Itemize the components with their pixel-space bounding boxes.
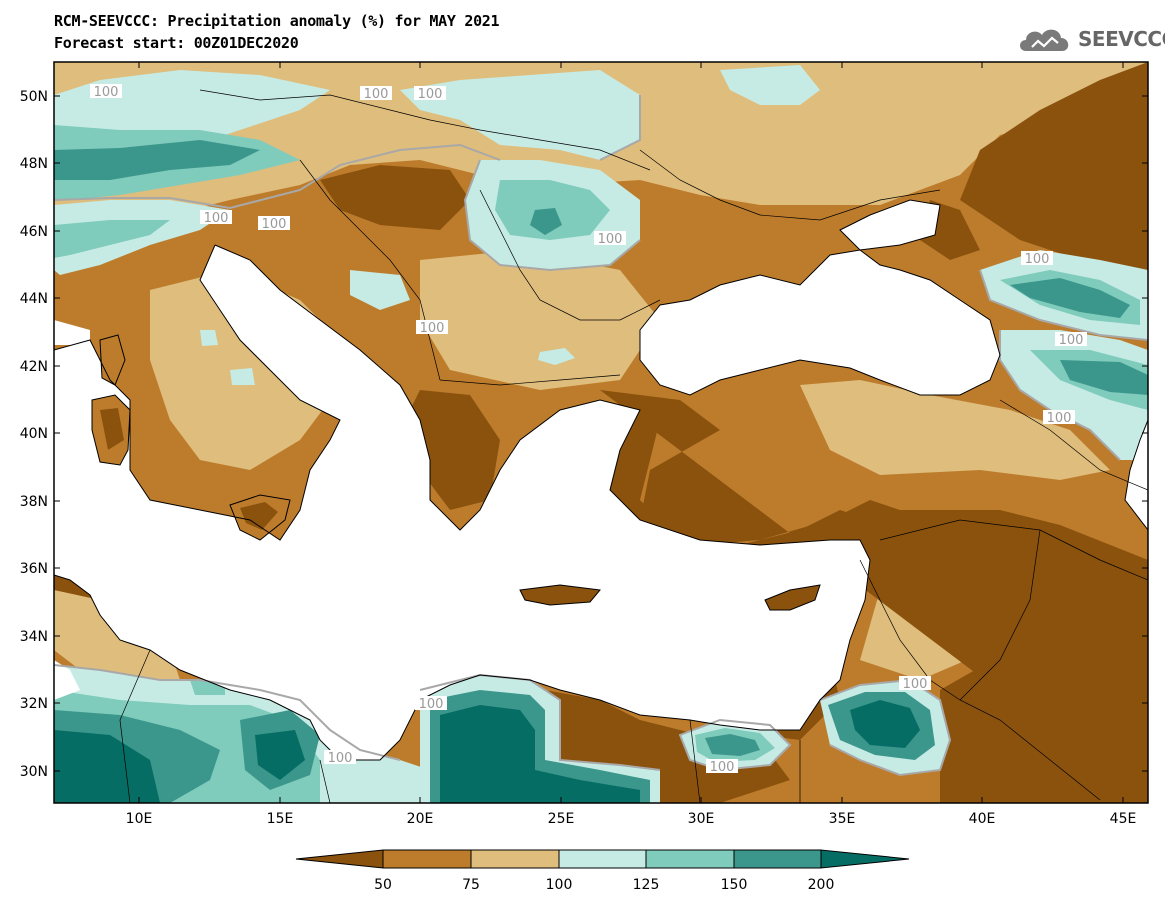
lat-label: 46N [20, 224, 48, 240]
contour-label: 100 [420, 321, 445, 336]
lat-label: 48N [20, 156, 48, 172]
colorbar-segment [558, 849, 647, 869]
contour-label: 100 [903, 677, 928, 692]
lon-label: 40E [969, 811, 996, 827]
coastlines [54, 199, 1148, 761]
contour-label-group: 100 100 100 100 100 100 100 100 100 100 … [90, 84, 1087, 775]
lon-label: 45E [1110, 811, 1137, 827]
latitude-axis: 50N 48N 46N 44N 42N 40N 38N 36N 34N 32N … [20, 89, 1148, 780]
contour-label: 100 [204, 211, 229, 226]
contour-label: 100 [419, 697, 444, 712]
contour-label: 100 [1059, 333, 1084, 348]
colorbar-tick: 200 [808, 877, 835, 893]
lon-label: 25E [548, 811, 575, 827]
logo-text: SEEVCCC [1078, 27, 1165, 51]
lon-label: 35E [829, 811, 856, 827]
forecast-start-label: Forecast start: 00Z01DEC2020 [54, 34, 299, 52]
lat-label: 34N [20, 629, 48, 645]
contour-label: 100 [364, 87, 389, 102]
contour-label: 100 [418, 87, 443, 102]
lat-label: 36N [20, 561, 48, 577]
colorbar-tick: 125 [633, 877, 660, 893]
colorbar-tick: 100 [546, 877, 573, 893]
contour-label: 100 [710, 760, 735, 775]
lat-label: 38N [20, 494, 48, 510]
contour-label: 100 [262, 217, 287, 232]
lat-label: 30N [20, 764, 48, 780]
colorbar-tick: 150 [721, 877, 748, 893]
colorbar-segment [645, 849, 735, 869]
sea-mask [54, 200, 1148, 760]
contour-label: 100 [1025, 252, 1050, 267]
colorbar-segment [295, 849, 384, 869]
lon-label: 15E [267, 811, 294, 827]
lat-label: 50N [20, 89, 48, 105]
colorbar-tick: 50 [374, 877, 392, 893]
lon-label: 30E [688, 811, 715, 827]
lat-label: 32N [20, 696, 48, 712]
longitude-axis: 10E 15E 20E 25E 30E 35E 40E 45E [126, 62, 1137, 827]
colorbar-segment [733, 849, 822, 869]
colorbar-tick: 75 [462, 877, 480, 893]
seevccc-logo: SEEVCCC [1016, 22, 1165, 56]
lon-label: 20E [407, 811, 434, 827]
colorbar-segment [382, 849, 472, 869]
lon-label: 10E [126, 811, 153, 827]
contour-label: 100 [598, 232, 623, 247]
country-borders [119, 89, 1148, 803]
colorbar-ticks: 50 75 100 125 150 200 [374, 877, 834, 893]
colorbar-segment [470, 849, 560, 869]
contour-label: 100 [328, 751, 353, 766]
colorbar-segment [820, 849, 910, 869]
colorbar [295, 849, 910, 869]
contour-label: 100 [94, 85, 119, 100]
contour-label: 100 [1047, 411, 1072, 426]
lat-label: 40N [20, 426, 48, 442]
lat-label: 42N [20, 359, 48, 375]
lat-label: 44N [20, 291, 48, 307]
cloud-icon [1020, 29, 1069, 51]
map-title: RCM-SEEVCCC: Precipitation anomaly (%) f… [54, 12, 500, 30]
